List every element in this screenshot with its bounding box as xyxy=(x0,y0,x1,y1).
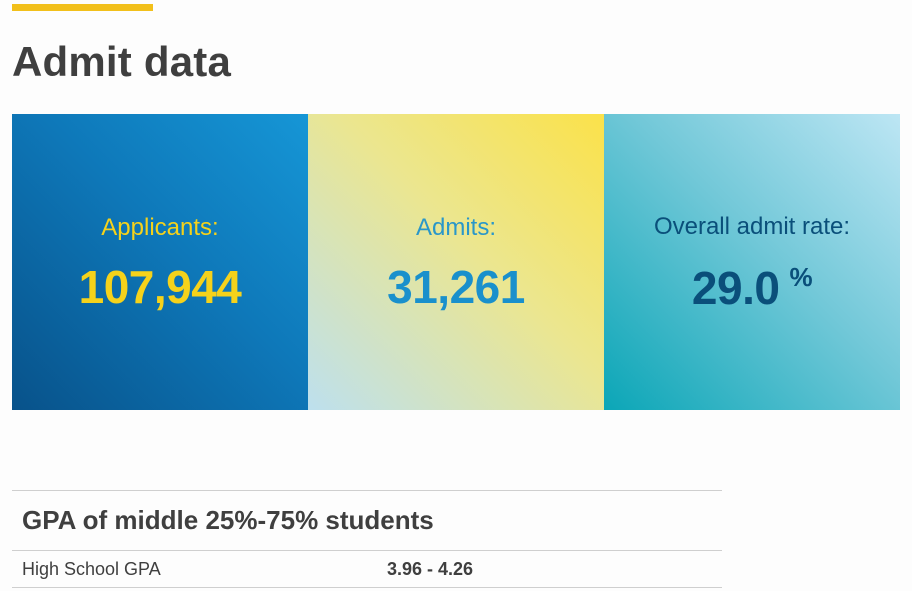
admit-rate-value: 29.0 xyxy=(691,262,780,314)
applicants-card: Applicants: 107,944 xyxy=(12,114,308,410)
gpa-heading: GPA of middle 25%-75% students xyxy=(12,490,722,551)
admits-label: Admits: xyxy=(415,214,496,241)
applicants-label: Applicants: xyxy=(101,214,219,241)
gpa-row-label: High School GPA xyxy=(22,558,161,579)
admits-value: 31,261 xyxy=(387,261,525,313)
gpa-row-value: 3.96 - 4.26 xyxy=(387,558,474,579)
page-title: Admit data xyxy=(12,38,232,85)
applicants-value: 107,944 xyxy=(78,261,242,313)
admit-rate-value-wrap: 29.0% xyxy=(691,261,813,315)
admits-card: Admits: 31,261 xyxy=(308,114,604,410)
gpa-table: GPA of middle 25%-75% students High Scho… xyxy=(12,490,722,588)
title-accent-bar xyxy=(12,4,153,11)
admit-rate-unit: % xyxy=(789,262,813,292)
table-row: High School GPA 3.96 - 4.26 xyxy=(12,551,722,588)
admit-rate-label: Overall admit rate: xyxy=(653,213,851,240)
admit-rate-card: Overall admit rate: 29.0% xyxy=(604,114,900,410)
stats-row: Applicants: 107,944 Admits: 31,261 Overa… xyxy=(12,114,900,410)
